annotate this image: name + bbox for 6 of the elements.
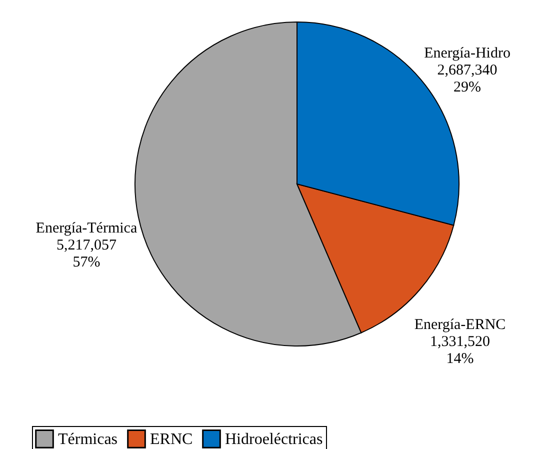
legend-label: ERNC [150,430,193,448]
legend-label: Térmicas [58,430,118,448]
data-label: Energía-ERNC 1,331,520 14% [414,317,506,368]
data-label: Energía-Térmica 5,217,057 57% [36,220,138,271]
legend-label: Hidroeléctricas [225,430,323,448]
data-label: Energía-Hidro 2,687,340 29% [424,46,510,96]
